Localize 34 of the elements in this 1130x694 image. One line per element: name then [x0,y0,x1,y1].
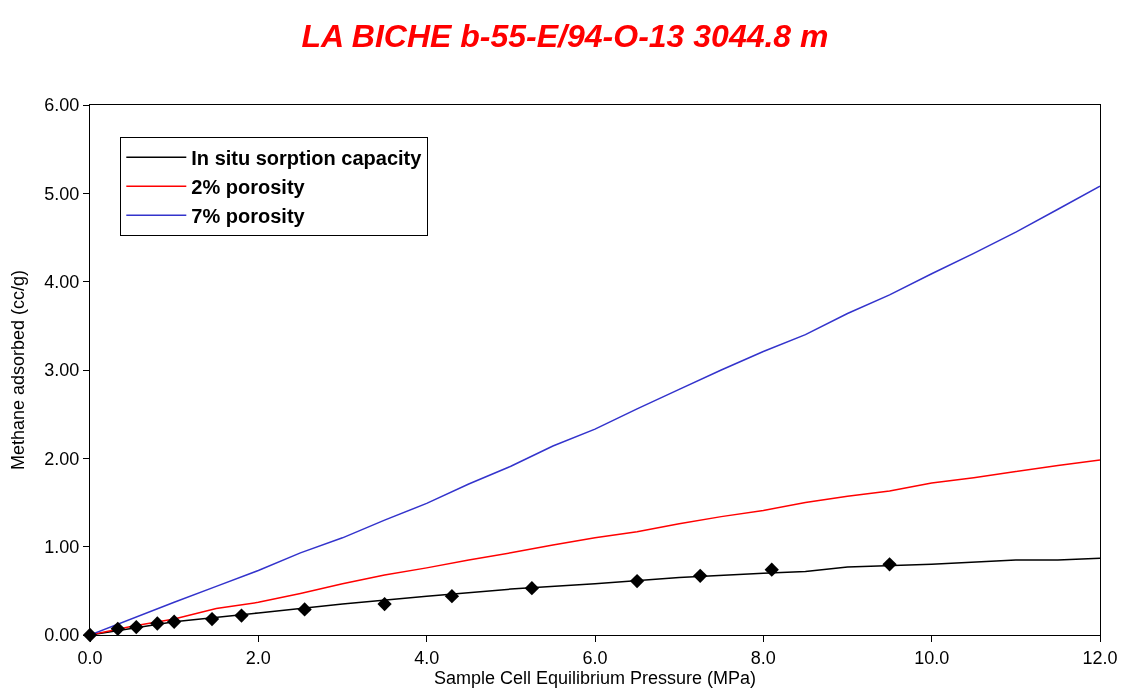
y-tick-label: 4.00 [44,271,80,292]
legend-label: 2% porosity [191,176,306,199]
y-tick-label: 6.00 [44,95,80,116]
x-tick-label: 8.0 [750,647,776,668]
point [629,573,645,589]
point [234,608,249,623]
point [167,614,182,629]
x-tick-label: 0.0 [77,647,103,668]
y-tick-label: 0.00 [44,625,80,646]
chart-title: LA BICHE b-55-E/94-O-13 3044.8 m [301,17,829,54]
y-tick-label: 1.00 [44,536,80,557]
x-tick-label: 4.0 [414,647,440,668]
point [377,596,392,612]
x-tick-label: 2.0 [245,647,271,668]
point [444,588,460,604]
point [110,621,125,636]
legend-label: In situ sorption capacity [191,147,423,170]
legend-label: 7% porosity [191,205,306,228]
x-tick-label: 6.0 [582,647,608,668]
point [882,557,897,572]
point [524,581,540,596]
x-axis-title: Sample Cell Equilibrium Pressure (MPa) [433,667,757,688]
point [129,619,144,635]
x-tick-label: 12.0 [1082,647,1118,668]
y-tick-label: 5.00 [44,183,80,204]
point [764,562,779,577]
point [693,568,708,583]
point [204,611,220,627]
x-tick-label: 10.0 [914,647,950,668]
point [297,602,312,617]
point [150,616,165,631]
y-tick-label: 3.00 [44,360,80,381]
y-axis-title: Methane adsorbed (cc/g) [7,269,28,471]
y-tick-label: 2.00 [44,448,80,469]
